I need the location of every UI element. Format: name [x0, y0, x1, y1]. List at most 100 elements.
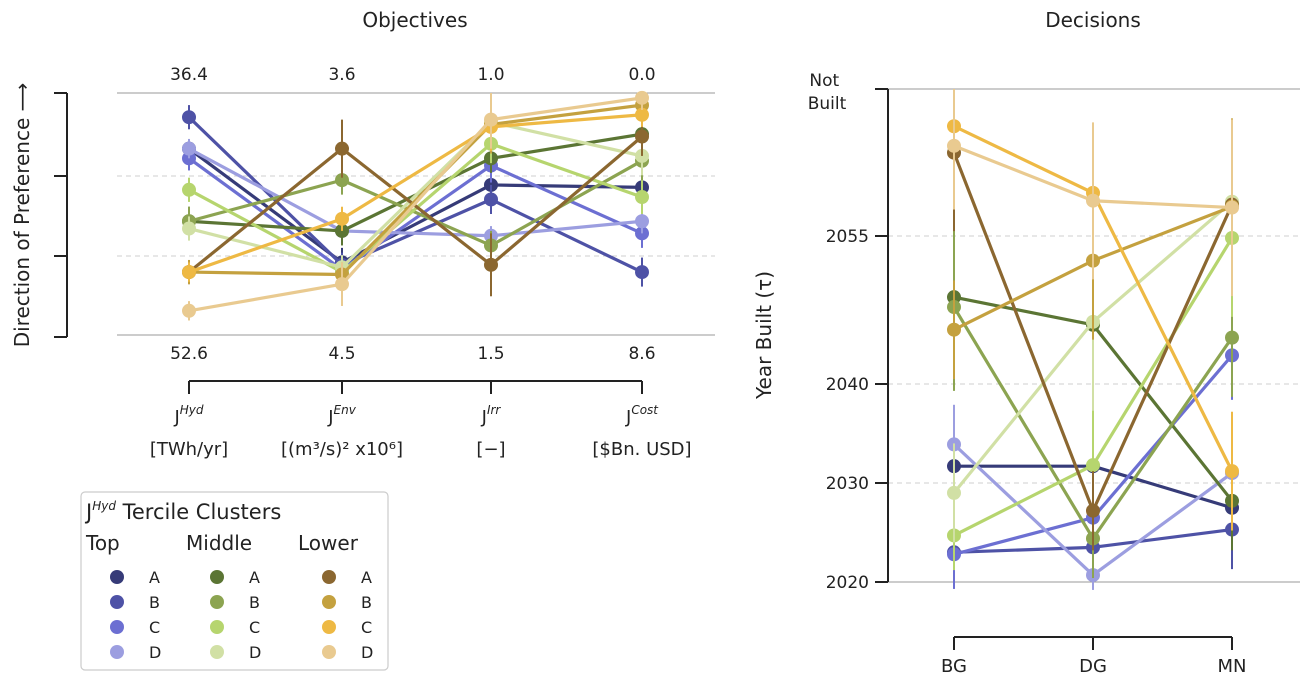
- data-point: [484, 192, 498, 207]
- data-point: [335, 173, 349, 188]
- x-tick-label-mn: MN: [1218, 656, 1247, 675]
- data-point: [335, 211, 349, 226]
- legend-label-middle-d: D: [249, 643, 261, 662]
- objectives-axis-names: JHyd [TWh/yr] JEnv [(m³/s)² x10⁶] JIrr [−] JCo…: [150, 403, 692, 460]
- legend-marker-lower-c: [322, 620, 336, 634]
- preference-axis-spine: [54, 92, 68, 338]
- data-point: [947, 485, 961, 500]
- data-point: [635, 129, 649, 144]
- series-line: [188, 113, 643, 274]
- legend-label-lower-a: A: [361, 568, 372, 587]
- not-built-label: Not Built: [808, 71, 847, 114]
- decisions-series-lower-d: [947, 89, 1239, 297]
- axis-unit-env: [(m³/s)² x10⁶]: [281, 439, 403, 460]
- x-tick-label-bg: BG: [941, 656, 967, 675]
- legend-label-lower-b: B: [361, 593, 372, 612]
- legend-group-lower: Lower: [298, 531, 359, 555]
- data-point: [635, 190, 649, 205]
- top-label-cost: 0.0: [628, 65, 655, 85]
- legend-marker-middle-a: [210, 570, 224, 584]
- legend-marker-top-c: [110, 620, 124, 634]
- legend-group-top: Top: [85, 531, 120, 555]
- series-line: [188, 103, 643, 277]
- legend-marker-lower-d: [322, 645, 336, 659]
- data-point: [1225, 464, 1239, 479]
- objectives-series: [182, 90, 649, 321]
- legend-marker-top-b: [110, 595, 124, 609]
- decisions-panel: Decisions 2020 2030 2040 2055 Not Built Yea…: [752, 8, 1300, 675]
- objectives-series-top-d: [182, 138, 649, 246]
- decisions-title: Decisions: [1045, 8, 1141, 32]
- data-point: [635, 90, 649, 105]
- data-point: [635, 214, 649, 229]
- axis-name-irr: JIrr: [481, 403, 502, 428]
- series-line: [188, 147, 643, 238]
- legend-marker-top-d: [110, 645, 124, 659]
- legend: JHyd Tercile Clusters TopABCDMiddleABCDL…: [80, 491, 389, 671]
- axis-unit-irr: [−]: [476, 439, 505, 460]
- data-point: [635, 107, 649, 122]
- data-point: [635, 265, 649, 280]
- legend-label-top-c: C: [149, 618, 160, 637]
- y-tick-label-2030: 2030: [826, 474, 869, 494]
- objectives-title: Objectives: [362, 8, 467, 32]
- data-point: [1225, 330, 1239, 345]
- data-point: [1225, 200, 1239, 215]
- data-point: [1086, 503, 1100, 518]
- data-point: [947, 322, 961, 337]
- legend-label-top-b: B: [149, 593, 160, 612]
- data-point: [182, 265, 196, 280]
- legend-marker-middle-d: [210, 645, 224, 659]
- top-label-hyd: 36.4: [170, 65, 208, 85]
- top-label-irr: 1.0: [477, 65, 504, 85]
- decisions-y-axis-label: Year Built (τ): [752, 271, 776, 400]
- legend-label-top-a: A: [149, 568, 160, 587]
- legend-label-middle-c: C: [249, 618, 260, 637]
- objectives-panel: Objectives Direction of Preference ⟶ 36.…: [10, 8, 715, 460]
- objectives-y-axis-label: Direction of Preference ⟶: [10, 83, 34, 348]
- legend-label-lower-c: C: [361, 618, 372, 637]
- legend-marker-top-a: [110, 570, 124, 584]
- bottom-label-env: 4.5: [328, 344, 355, 364]
- series-line: [187, 135, 644, 274]
- legend-marker-lower-a: [322, 570, 336, 584]
- year-axis-ticks: 2020 2030 2040 2055: [826, 88, 888, 593]
- series-line: [188, 147, 643, 264]
- data-point: [182, 303, 196, 318]
- decisions-series: [947, 89, 1239, 590]
- objectives-category-axis: [188, 380, 643, 394]
- y-tick-label-2055: 2055: [826, 227, 869, 247]
- bottom-label-cost: 8.6: [628, 344, 655, 364]
- legend-title-rest: Tercile Clusters: [116, 500, 281, 524]
- objectives-series-lower-d: [182, 90, 649, 321]
- data-point: [947, 138, 961, 153]
- axis-unit-hyd: [TWh/yr]: [150, 439, 228, 460]
- data-point: [182, 182, 196, 197]
- data-point: [182, 141, 196, 156]
- legend-title-sup: Hyd: [92, 499, 116, 513]
- data-point: [335, 277, 349, 292]
- objectives-top-labels: 36.4 3.6 1.0 0.0: [170, 65, 655, 85]
- bottom-label-hyd: 52.6: [170, 344, 208, 364]
- data-point: [1086, 193, 1100, 208]
- axis-unit-cost: [$Bn. USD]: [592, 439, 691, 460]
- data-point: [182, 221, 196, 236]
- decisions-x-axis-ticks: BG DG MN: [941, 637, 1247, 675]
- data-point: [484, 112, 498, 127]
- legend-marker-lower-b: [322, 595, 336, 609]
- objectives-series-top-c: [182, 146, 649, 285]
- legend-marker-middle-c: [210, 620, 224, 634]
- series-line: [188, 120, 643, 269]
- legend-label-top-d: D: [149, 643, 161, 662]
- data-point: [182, 110, 196, 125]
- legend-label-lower-d: D: [361, 643, 373, 662]
- y-tick-label-2020: 2020: [826, 573, 869, 593]
- y-tick-label-2040: 2040: [826, 375, 869, 395]
- axis-name-cost: JCost: [625, 403, 659, 428]
- legend-label-middle-b: B: [249, 593, 260, 612]
- legend-title-main: J: [84, 500, 92, 524]
- legend-box: [80, 491, 389, 671]
- data-point: [1086, 458, 1100, 473]
